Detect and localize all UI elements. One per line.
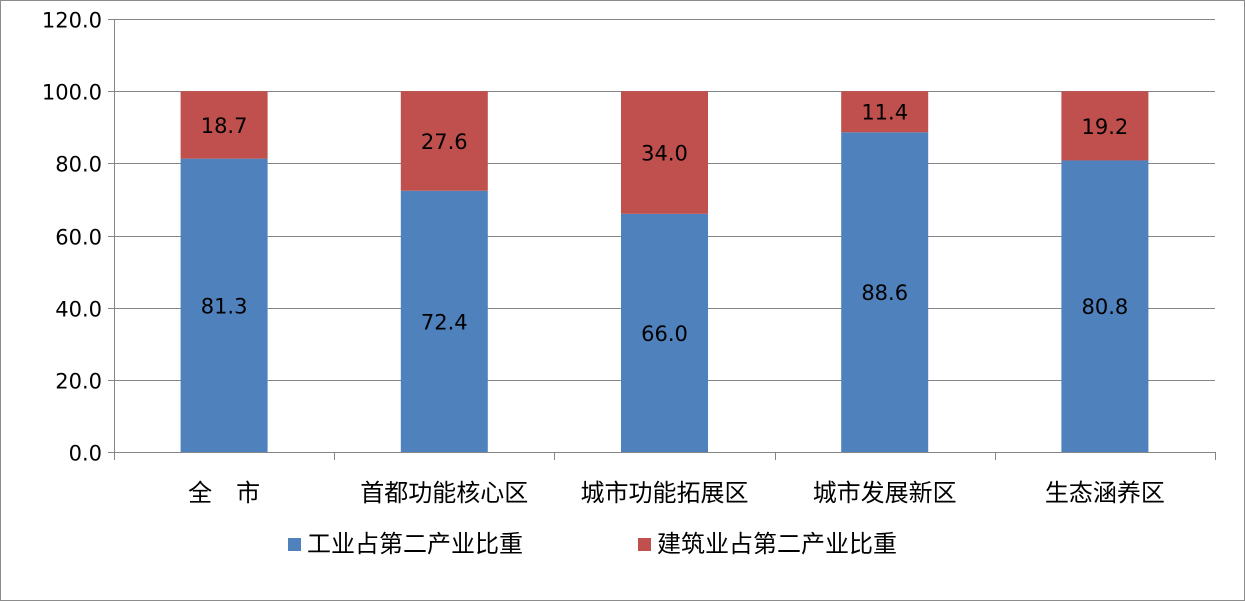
bars: [180, 91, 1149, 453]
bar-segment-construction: [400, 91, 488, 191]
x-category-label: 全 市: [188, 479, 260, 507]
x-category-label: 城市功能拓展区: [581, 479, 749, 507]
y-tick-label: 120.0: [42, 9, 102, 33]
data-label: 19.2: [1082, 115, 1129, 139]
legend-label: 建筑业占第二产业比重: [657, 530, 897, 558]
bar-segment-industry: [621, 213, 708, 452]
y-tick-label: 20.0: [55, 370, 102, 394]
bar-segment-industry: [1061, 160, 1149, 453]
data-label: 72.4: [421, 310, 468, 334]
bar-segment-construction: [1061, 91, 1149, 161]
legend: 工业占第二产业比重 建筑业占第二产业比重: [288, 530, 897, 558]
axes: 0.0 20.0 40.0 60.0 80.0 100.0 120.0 全 市 首都功能核心区 城…: [42, 9, 1216, 507]
bar-segment-construction: [841, 91, 929, 133]
y-tick-label: 60.0: [55, 226, 102, 250]
legend-label: 工业占第二产业比重: [307, 530, 523, 558]
legend-swatch: [288, 538, 301, 551]
data-label: 80.8: [1082, 295, 1129, 319]
bar-segment-industry: [180, 158, 268, 452]
bar-segment-industry: [841, 132, 929, 452]
data-label: 18.7: [201, 114, 248, 138]
bar-segment-construction: [180, 91, 268, 159]
data-label: 11.4: [861, 101, 908, 125]
y-tick-label: 0.0: [69, 442, 102, 466]
y-tick-label: 100.0: [42, 81, 102, 105]
x-category-label: 城市发展新区: [813, 479, 957, 507]
data-label: 34.0: [641, 142, 688, 166]
y-tick-label: 80.0: [55, 153, 102, 177]
data-labels: 81.3 18.7 72.4 27.6 66.0 34.0 88.6 11.4 80.8 19.2: [201, 101, 1129, 346]
bar-segment-industry: [400, 190, 488, 453]
data-label: 66.0: [641, 322, 688, 346]
y-tick-label: 40.0: [55, 298, 102, 322]
data-label: 27.6: [421, 130, 468, 154]
data-label: 88.6: [861, 281, 908, 305]
legend-swatch: [638, 538, 651, 551]
x-category-label: 首都功能核心区: [360, 479, 528, 507]
data-label: 81.3: [201, 294, 248, 318]
x-category-label: 生态涵养区: [1045, 479, 1165, 507]
bar-segment-construction: [621, 91, 708, 214]
